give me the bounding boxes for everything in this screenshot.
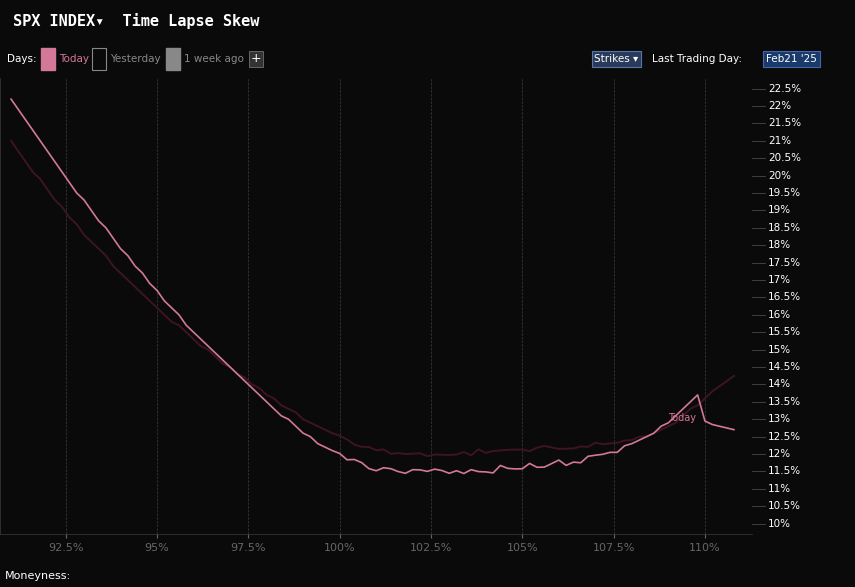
Text: 12.5%: 12.5% — [768, 431, 801, 441]
Text: Last Trading Day:: Last Trading Day: — [652, 54, 741, 64]
Text: Today: Today — [59, 54, 89, 64]
Text: Strikes ▾: Strikes ▾ — [594, 54, 639, 64]
Text: 13.5%: 13.5% — [768, 397, 801, 407]
X-axis label: Moneyness:: Moneyness: — [4, 571, 71, 581]
Text: 15%: 15% — [768, 345, 791, 355]
Text: Feb21 '25: Feb21 '25 — [766, 54, 817, 64]
Text: 21.5%: 21.5% — [768, 119, 801, 129]
Text: 18.5%: 18.5% — [768, 223, 801, 233]
Text: 21%: 21% — [768, 136, 791, 146]
Text: 17%: 17% — [768, 275, 791, 285]
Text: 16.5%: 16.5% — [768, 292, 801, 302]
Text: 22%: 22% — [768, 101, 791, 111]
Text: 11%: 11% — [768, 484, 791, 494]
Text: 16%: 16% — [768, 310, 791, 320]
Text: 19.5%: 19.5% — [768, 188, 801, 198]
Text: 22.5%: 22.5% — [768, 83, 801, 93]
FancyBboxPatch shape — [166, 48, 180, 70]
Text: 14.5%: 14.5% — [768, 362, 801, 372]
Text: SPX INDEX▾  Time Lapse Skew: SPX INDEX▾ Time Lapse Skew — [13, 13, 259, 29]
Text: 14%: 14% — [768, 379, 791, 389]
Text: +: + — [251, 52, 261, 66]
Text: Today: Today — [669, 413, 696, 423]
Text: 11.5%: 11.5% — [768, 467, 801, 477]
Text: Yesterday: Yesterday — [110, 54, 161, 64]
Text: 19%: 19% — [768, 205, 791, 215]
Text: 20%: 20% — [768, 171, 791, 181]
FancyBboxPatch shape — [41, 48, 55, 70]
Text: 15.5%: 15.5% — [768, 327, 801, 338]
Text: 13%: 13% — [768, 414, 791, 424]
Text: Days:: Days: — [7, 54, 37, 64]
Text: 12%: 12% — [768, 449, 791, 459]
Text: 20.5%: 20.5% — [768, 153, 801, 163]
Text: 18%: 18% — [768, 240, 791, 250]
Text: 1 week ago: 1 week ago — [184, 54, 244, 64]
Text: 10%: 10% — [768, 519, 791, 529]
Text: 17.5%: 17.5% — [768, 258, 801, 268]
Text: 10.5%: 10.5% — [768, 501, 801, 511]
